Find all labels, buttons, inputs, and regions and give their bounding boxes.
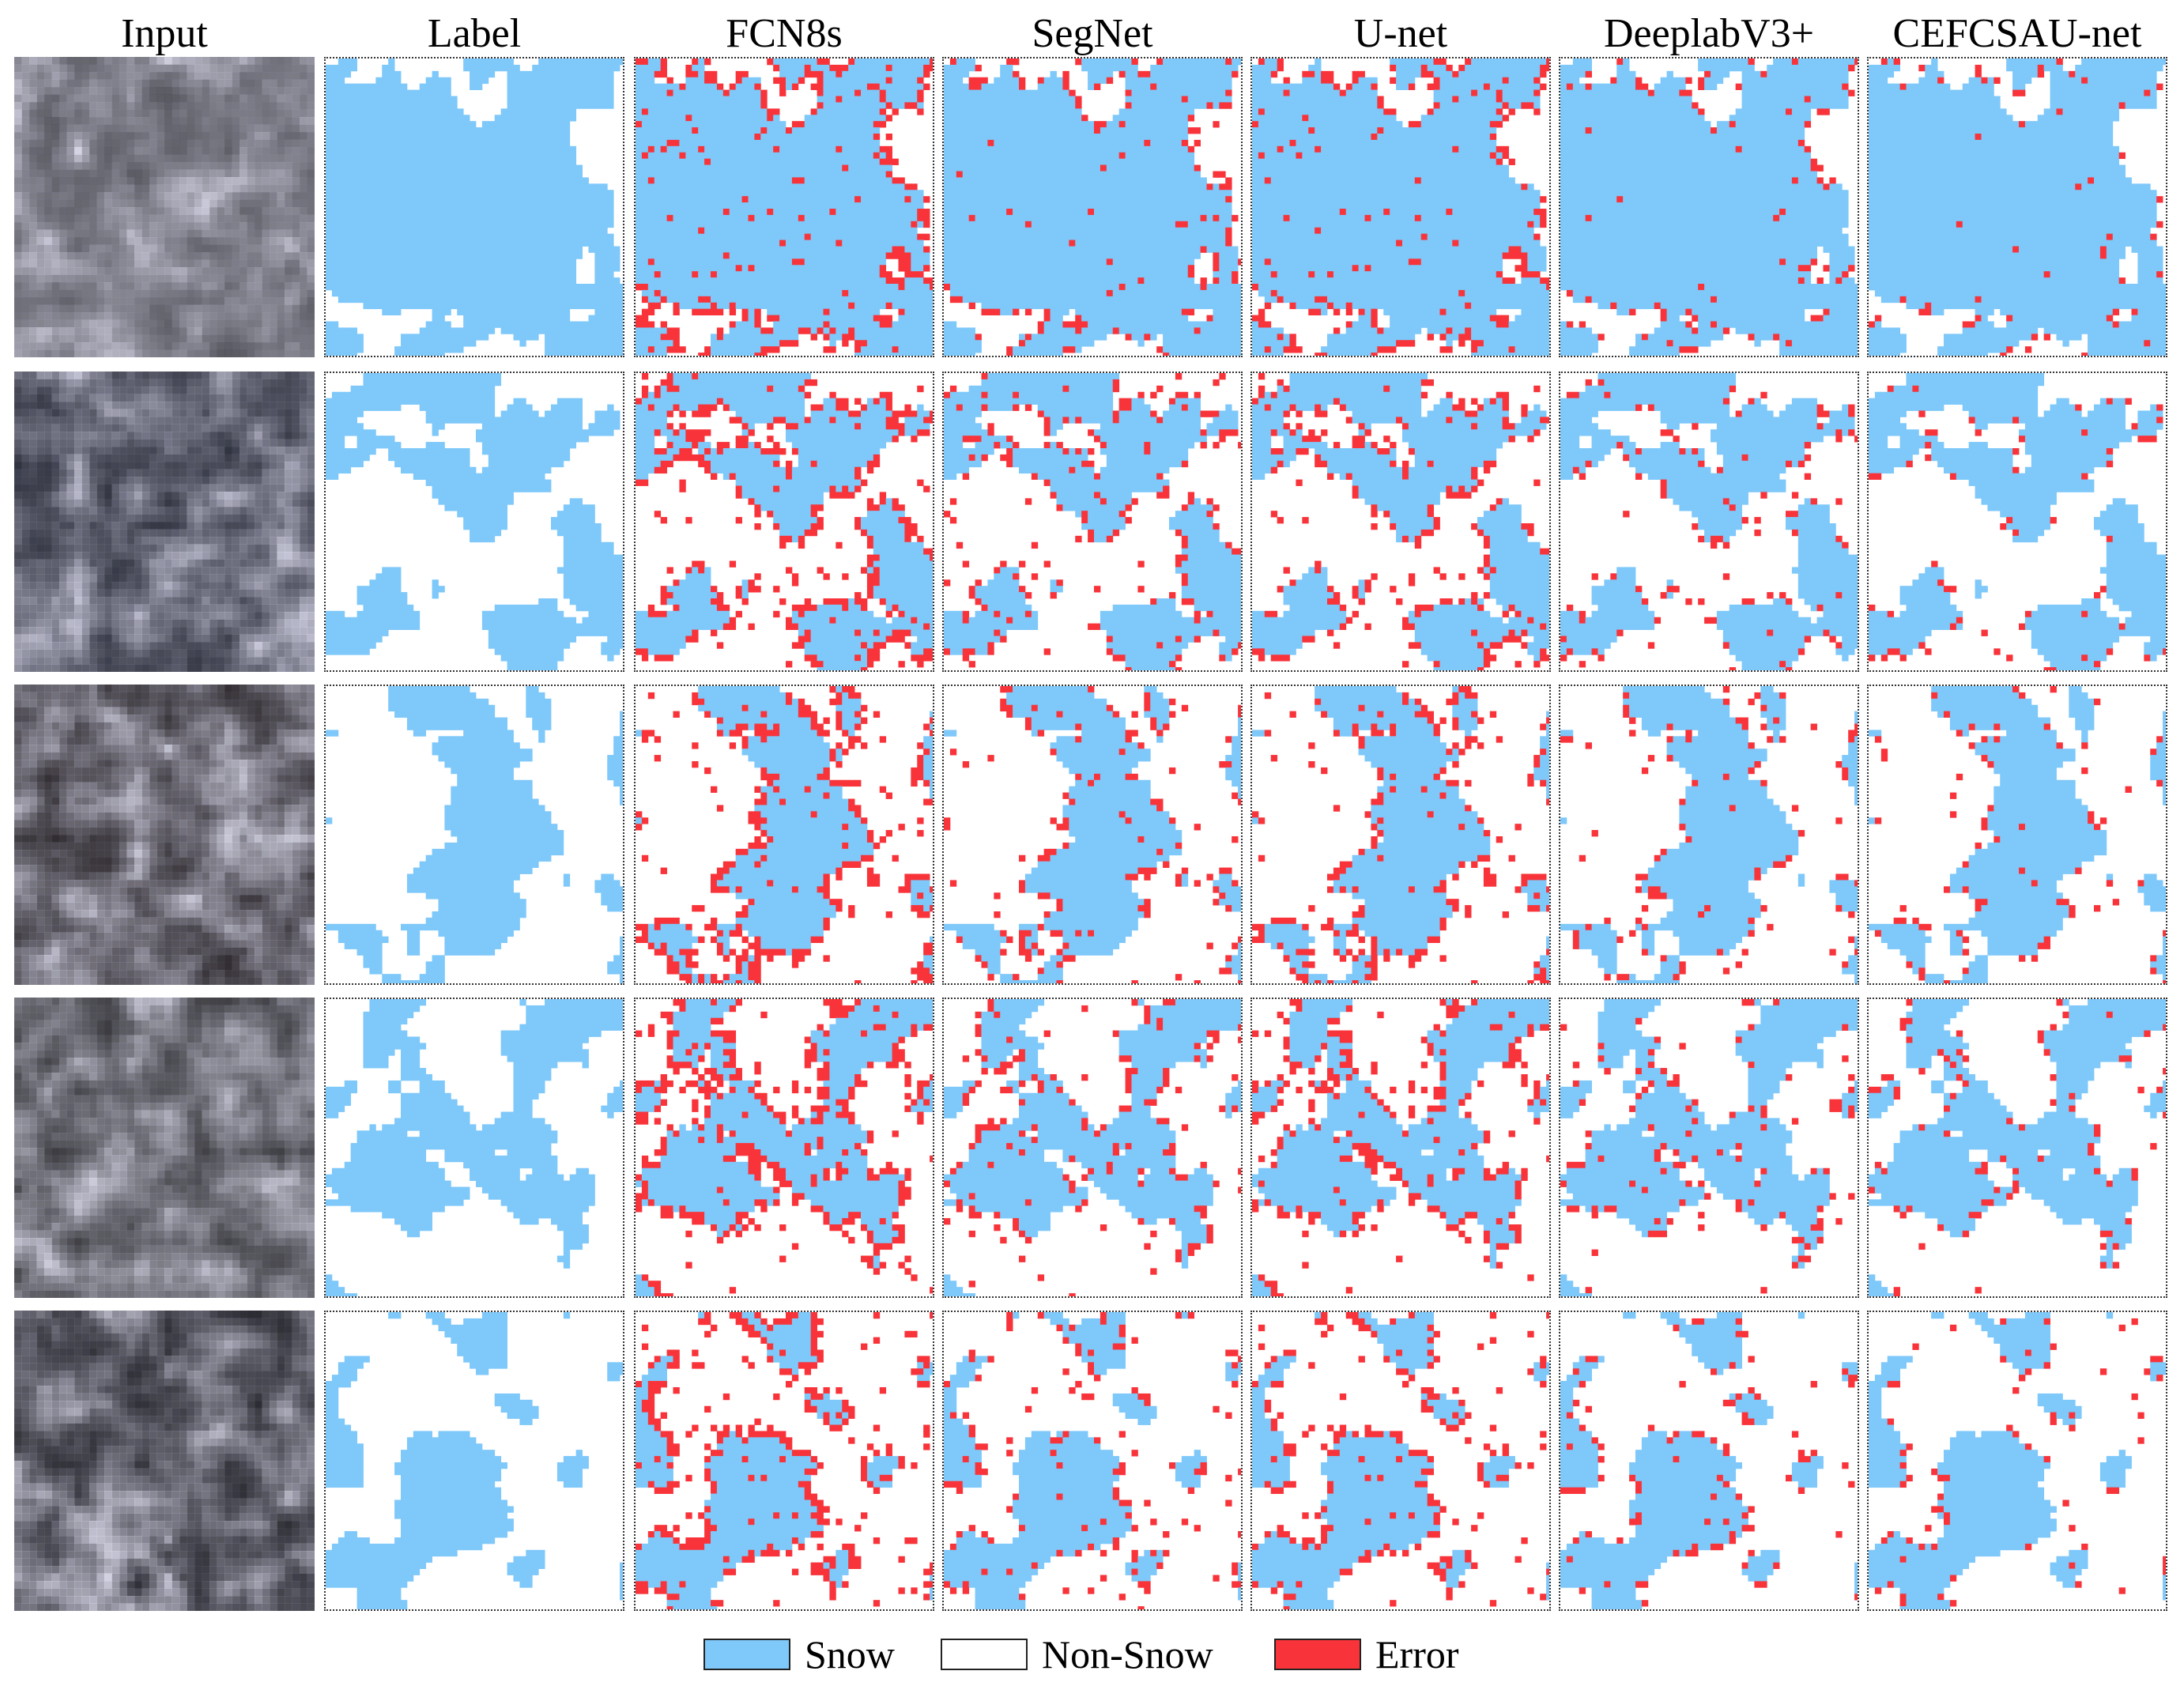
segmentation-map: [326, 373, 623, 670]
tile-row5-fcn8s: [634, 1311, 934, 1611]
segmentation-map: [326, 999, 623, 1296]
tile-row4-deeplabv3-: [1559, 998, 1859, 1298]
segmentation-map: [636, 1312, 933, 1609]
tile-row5-input: [14, 1311, 315, 1611]
segmentation-map: [636, 686, 933, 983]
segmentation-map: [944, 1312, 1241, 1609]
tile-row5-label: [324, 1311, 624, 1611]
segmentation-map: [1252, 58, 1549, 356]
segmentation-map: [636, 999, 933, 1296]
input-image: [14, 372, 315, 672]
tile-row4-fcn8s: [634, 998, 934, 1298]
segmentation-map: [326, 1312, 623, 1609]
tile-row1-label: [324, 57, 624, 357]
segmentation-map: [1560, 686, 1858, 983]
segmentation-map: [1560, 1312, 1858, 1609]
column-header-segnet: SegNet: [942, 6, 1243, 62]
tile-row1-deeplabv3-: [1559, 57, 1859, 357]
legend-snow-label: Snow: [805, 1631, 895, 1677]
segmentation-map: [1560, 999, 1858, 1296]
segmentation-map: [1252, 686, 1549, 983]
tile-row2-cefcsau-net: [1867, 372, 2167, 672]
tile-row1-fcn8s: [634, 57, 934, 357]
segmentation-map: [1869, 1312, 2166, 1609]
tile-row4-label: [324, 998, 624, 1298]
column-header-deeplabv3-: DeeplabV3+: [1559, 6, 1859, 62]
segmentation-map: [1869, 373, 2166, 670]
input-image: [14, 57, 315, 357]
legend-snow: Snow: [703, 1632, 895, 1677]
tile-row2-input: [14, 372, 315, 672]
segmentation-map: [1252, 1312, 1549, 1609]
tile-row4-segnet: [942, 998, 1243, 1298]
tile-row1-cefcsau-net: [1867, 57, 2167, 357]
tile-row3-deeplabv3-: [1559, 685, 1859, 985]
tile-row2-fcn8s: [634, 372, 934, 672]
tile-row3-segnet: [942, 685, 1243, 985]
segmentation-map: [1869, 999, 2166, 1296]
segmentation-map: [1252, 373, 1549, 670]
tile-row4-input: [14, 998, 315, 1298]
tile-row3-cefcsau-net: [1867, 685, 2167, 985]
tile-row3-fcn8s: [634, 685, 934, 985]
segmentation-map: [944, 373, 1241, 670]
legend-nonsnow-label: Non-Snow: [1042, 1631, 1213, 1677]
segmentation-map: [636, 58, 933, 356]
tile-row5-cefcsau-net: [1867, 1311, 2167, 1611]
tile-row1-input: [14, 57, 315, 357]
tile-row4-u-net: [1250, 998, 1551, 1298]
column-header-u-net: U-net: [1250, 6, 1551, 62]
tile-row3-label: [324, 685, 624, 985]
segmentation-map: [326, 58, 623, 356]
segmentation-map: [1252, 999, 1549, 1296]
tile-row5-u-net: [1250, 1311, 1551, 1611]
legend-error: Error: [1274, 1632, 1459, 1677]
tile-row4-cefcsau-net: [1867, 998, 2167, 1298]
segmentation-map: [1869, 686, 2166, 983]
tile-row2-label: [324, 372, 624, 672]
nonsnow-swatch: [941, 1639, 1028, 1670]
tile-row1-segnet: [942, 57, 1243, 357]
snow-swatch: [703, 1639, 790, 1670]
segmentation-map: [944, 999, 1241, 1296]
segmentation-map: [944, 686, 1241, 983]
error-swatch: [1274, 1639, 1361, 1670]
segmentation-map: [1560, 373, 1858, 670]
input-image: [14, 685, 315, 985]
segmentation-map: [326, 686, 623, 983]
tile-row2-u-net: [1250, 372, 1551, 672]
tile-row1-u-net: [1250, 57, 1551, 357]
input-image: [14, 998, 315, 1298]
column-header-cefcsau-net: CEFCSAU-net: [1867, 6, 2167, 62]
tile-row2-segnet: [942, 372, 1243, 672]
tile-row3-u-net: [1250, 685, 1551, 985]
input-image: [14, 1311, 315, 1611]
segmentation-map: [636, 373, 933, 670]
tile-row5-segnet: [942, 1311, 1243, 1611]
tile-row5-deeplabv3-: [1559, 1311, 1859, 1611]
column-header-fcn8s: FCN8s: [634, 6, 934, 62]
tile-row3-input: [14, 685, 315, 985]
segmentation-map: [1560, 58, 1858, 356]
legend-nonsnow: Non-Snow: [941, 1632, 1213, 1677]
legend-error-label: Error: [1375, 1631, 1459, 1677]
segmentation-map: [944, 58, 1241, 356]
segmentation-map: [1869, 58, 2166, 356]
column-header-input: Input: [14, 6, 315, 62]
tile-row2-deeplabv3-: [1559, 372, 1859, 672]
column-header-label: Label: [324, 6, 624, 62]
